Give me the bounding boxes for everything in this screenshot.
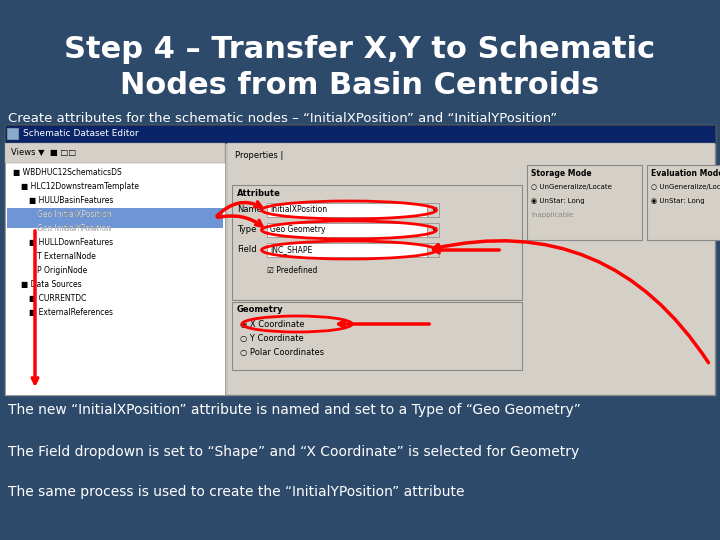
Text: ■ WBDHUC12SchematicsDS: ■ WBDHUC12SchematicsDS (13, 168, 122, 177)
Text: The new “InitialXPosition” attribute is named and set to a Type of “Geo Geometry: The new “InitialXPosition” attribute is … (8, 403, 581, 417)
FancyBboxPatch shape (647, 165, 720, 240)
Text: ▼: ▼ (432, 227, 437, 233)
Text: Geo InitialYPosition: Geo InitialYPosition (37, 224, 111, 233)
Text: Views ▼  ■ □□: Views ▼ ■ □□ (11, 148, 76, 158)
FancyBboxPatch shape (267, 203, 427, 217)
Text: The Field dropdown is set to “Shape” and “X Coordinate” is selected for Geometry: The Field dropdown is set to “Shape” and… (8, 445, 580, 459)
FancyBboxPatch shape (7, 128, 19, 140)
Text: ▼: ▼ (432, 247, 437, 253)
Text: ◉ X Coordinate: ◉ X Coordinate (240, 320, 305, 328)
Text: Properties |: Properties | (235, 151, 284, 159)
Text: ▼: ▼ (432, 207, 437, 213)
Text: ◉ UnStar: Long: ◉ UnStar: Long (651, 198, 705, 204)
FancyBboxPatch shape (7, 208, 223, 228)
FancyBboxPatch shape (5, 143, 225, 163)
Text: ◉ UnStar: Long: ◉ UnStar: Long (531, 198, 585, 204)
Text: Geometry: Geometry (237, 306, 284, 314)
FancyBboxPatch shape (427, 223, 439, 237)
Text: ■ CURRENTDC: ■ CURRENTDC (29, 294, 86, 303)
Text: ■ HLC12DownstreamTemplate: ■ HLC12DownstreamTemplate (21, 182, 139, 191)
Text: Field: Field (237, 246, 256, 254)
Text: ○ Polar Coordinates: ○ Polar Coordinates (240, 348, 324, 356)
Text: The same process is used to create the “InitialYPosition” attribute: The same process is used to create the “… (8, 485, 464, 499)
Text: T ExternalNode: T ExternalNode (37, 252, 96, 261)
Text: Inapplicable: Inapplicable (531, 212, 573, 218)
Text: ☑ Predefined: ☑ Predefined (267, 266, 318, 274)
FancyBboxPatch shape (232, 185, 522, 300)
FancyBboxPatch shape (527, 165, 642, 240)
Text: Attribute: Attribute (237, 188, 281, 198)
Text: Storage Mode: Storage Mode (531, 168, 592, 178)
Text: Name: Name (237, 206, 262, 214)
Text: P OriginNode: P OriginNode (37, 266, 87, 275)
Text: ■ ExternalReferences: ■ ExternalReferences (29, 308, 113, 317)
Text: Evaluation Mode: Evaluation Mode (651, 168, 720, 178)
FancyBboxPatch shape (5, 125, 715, 395)
Text: Nodes from Basin Centroids: Nodes from Basin Centroids (120, 71, 600, 99)
Text: Create attributes for the schematic nodes – “InitialXPosition” and “InitialYPosi: Create attributes for the schematic node… (8, 111, 557, 125)
FancyBboxPatch shape (5, 125, 715, 143)
Text: ■ HULLDownFeatures: ■ HULLDownFeatures (29, 238, 113, 247)
Text: INC_SHAPE: INC_SHAPE (270, 246, 312, 254)
FancyBboxPatch shape (267, 223, 427, 237)
Text: Step 4 – Transfer X,Y to Schematic: Step 4 – Transfer X,Y to Schematic (64, 36, 656, 64)
FancyBboxPatch shape (227, 143, 715, 395)
Text: Geo InitialYPosition: Geo InitialYPosition (37, 224, 111, 233)
Text: Type: Type (237, 226, 256, 234)
Text: ○ Y Coordinate: ○ Y Coordinate (240, 334, 304, 342)
Text: Geo InitialXPosition: Geo InitialXPosition (37, 210, 112, 219)
Text: Geo Geometry: Geo Geometry (270, 226, 325, 234)
Text: Schematic Dataset Editor: Schematic Dataset Editor (23, 130, 139, 138)
Text: Geo InitialXPosition: Geo InitialXPosition (37, 210, 112, 219)
Text: ○ UnGeneralize/Locate: ○ UnGeneralize/Locate (531, 184, 612, 190)
Text: ○ UnGeneralize/Locate: ○ UnGeneralize/Locate (651, 184, 720, 190)
FancyBboxPatch shape (427, 203, 439, 217)
FancyBboxPatch shape (232, 302, 522, 370)
FancyBboxPatch shape (267, 243, 427, 257)
FancyBboxPatch shape (5, 143, 225, 395)
Text: ■ HULUBasinFeatures: ■ HULUBasinFeatures (29, 196, 113, 205)
FancyBboxPatch shape (427, 243, 439, 257)
Text: ■ Data Sources: ■ Data Sources (21, 280, 81, 289)
Text: InitialXPosition: InitialXPosition (270, 206, 327, 214)
